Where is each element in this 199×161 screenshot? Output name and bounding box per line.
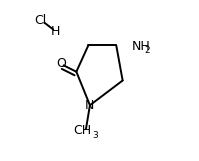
- Text: H: H: [51, 25, 60, 38]
- Text: O: O: [56, 57, 66, 70]
- Text: 3: 3: [92, 131, 98, 140]
- Text: N: N: [85, 99, 95, 112]
- Text: CH: CH: [74, 124, 92, 137]
- Text: Cl: Cl: [34, 14, 47, 27]
- Text: NH: NH: [131, 40, 150, 53]
- Text: 2: 2: [144, 46, 150, 55]
